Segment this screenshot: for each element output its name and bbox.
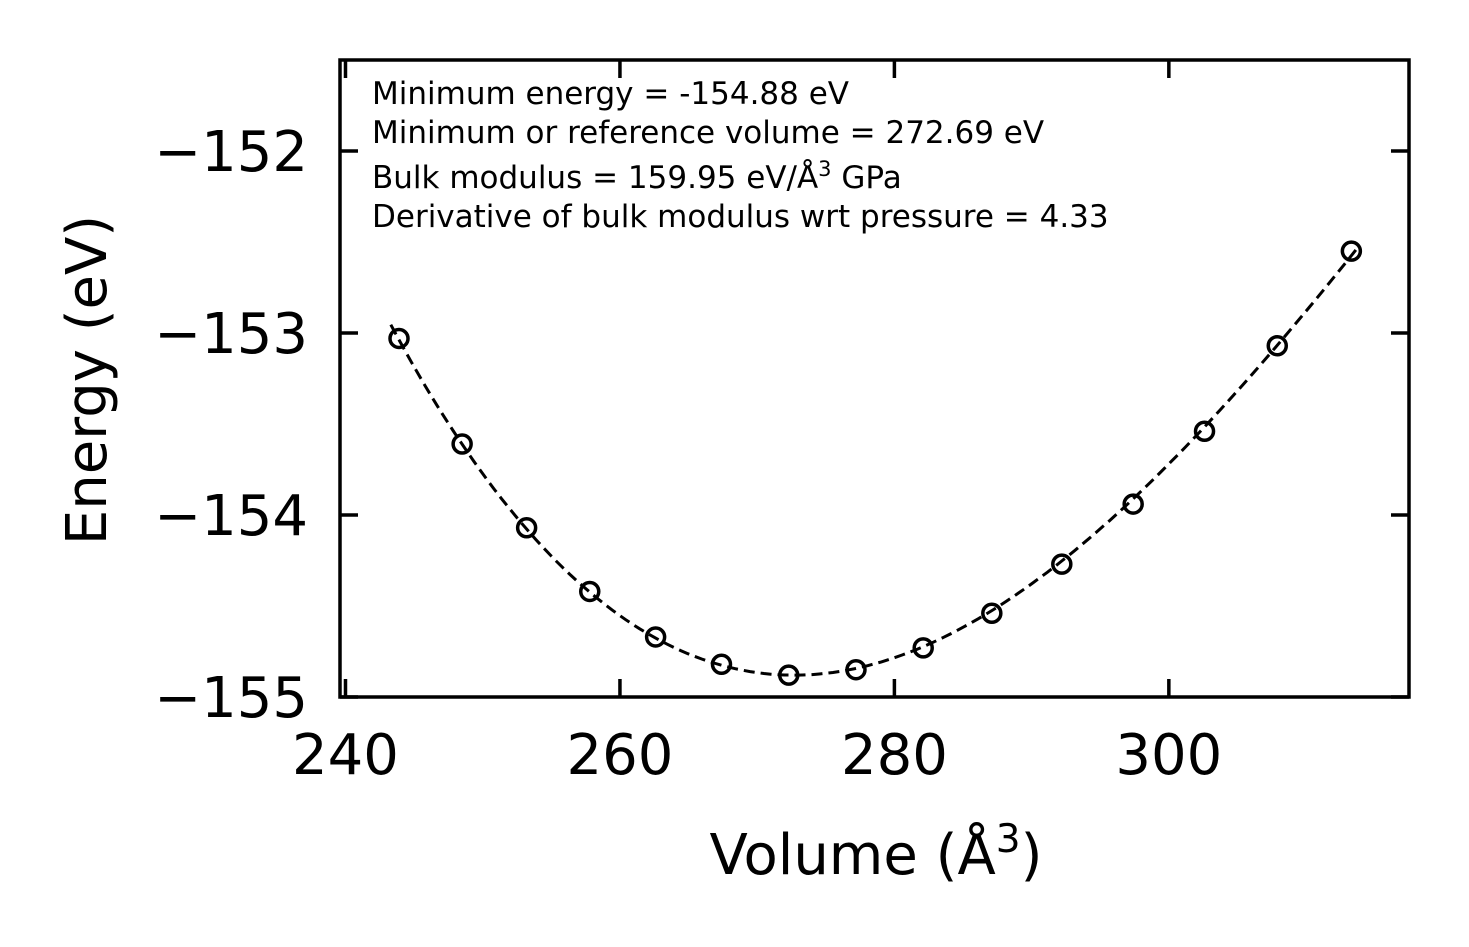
data-point (388, 327, 410, 350)
data-point (845, 658, 867, 681)
annotation-bulk-modulus-unit: GPa (832, 160, 902, 196)
data-point (579, 580, 601, 603)
annotation-bulk-modulus-main: Bulk modulus = 159.95 eV/Å (372, 160, 818, 196)
x-axis-label: Volume (Å3) (710, 817, 1043, 888)
x-tick-label: 260 (566, 723, 673, 788)
annotation-bulk-derivative: Derivative of bulk modulus wrt pressure … (372, 199, 1109, 235)
data-point (515, 516, 538, 539)
x-tick-label: 300 (1115, 723, 1222, 788)
annotation-bulk-modulus: Bulk modulus = 159.95 eV/Å3 GPa (372, 157, 902, 196)
data-point (1340, 240, 1363, 262)
x-tick-label: 240 (292, 723, 399, 788)
x-axis-label-sup: 3 (996, 817, 1021, 862)
data-point (981, 602, 1003, 625)
fit-curve (389, 246, 1360, 677)
x-axis-label-main: Volume (Å (710, 822, 996, 888)
x-axis-label-end: ) (1021, 823, 1043, 888)
y-tick-label: −152 (154, 120, 308, 185)
ticks: 240 260 280 300 −155 −154 −153 −152 (154, 60, 1409, 788)
y-tick-label: −153 (154, 302, 308, 367)
axes-frame (338, 58, 1411, 699)
x-tick-label: 280 (841, 723, 948, 788)
data-point (777, 664, 800, 686)
data-point (912, 637, 934, 659)
data-point (1266, 334, 1289, 357)
y-axis-label: Energy (eV) (55, 215, 120, 545)
data-point (1122, 493, 1144, 515)
plot-area (388, 240, 1363, 686)
data-point (1051, 553, 1073, 575)
data-point (451, 433, 473, 455)
annotation-bulk-modulus-sup: 3 (818, 157, 831, 181)
annotation-min-energy: Minimum energy = -154.88 eV (372, 76, 849, 112)
annotation-min-volume: Minimum or reference volume = 272.69 eV (372, 115, 1044, 151)
data-point (710, 653, 733, 675)
data-point (644, 626, 667, 648)
y-tick-label: −154 (154, 484, 308, 549)
y-tick-label: −155 (154, 666, 308, 731)
data-point (1193, 420, 1216, 443)
